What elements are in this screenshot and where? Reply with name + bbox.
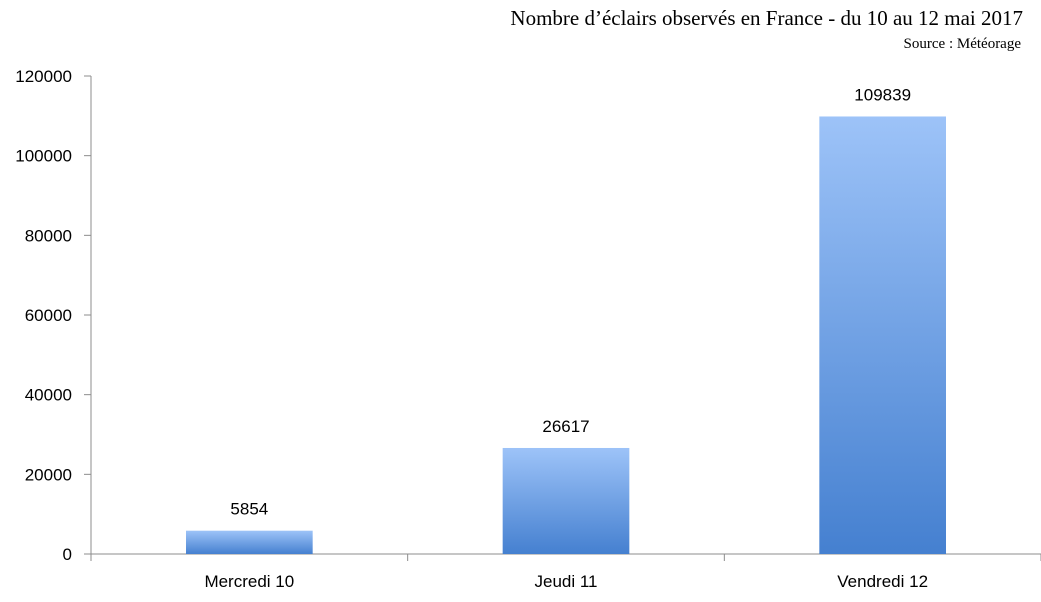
x-tick-label: Vendredi 12 (837, 572, 928, 591)
y-tick-label: 80000 (25, 226, 72, 245)
bar (819, 116, 946, 555)
chart-source: Source : Météorage (903, 36, 1021, 52)
bar (502, 447, 630, 554)
x-tick-label: Jeudi 11 (534, 572, 597, 591)
data-label: 109839 (854, 85, 911, 104)
y-tick-label: 40000 (25, 386, 72, 405)
y-tick-label: 120000 (15, 67, 72, 86)
data-label: 26617 (542, 417, 589, 436)
labels: 0 20000 40000 60000 80000 100000 120000 5854 Mer… (15, 67, 928, 591)
x-tick-label: Mercredi 10 (204, 572, 294, 591)
y-tick-label: 60000 (25, 306, 72, 325)
bar (186, 530, 313, 554)
data-label: 5854 (230, 500, 268, 519)
y-tick-label: 20000 (25, 465, 72, 484)
y-tick-label: 0 (63, 545, 72, 564)
bars (186, 116, 946, 555)
chart-title: Nombre d’éclairs observés en France - du… (510, 6, 1023, 30)
y-tick-label: 100000 (15, 147, 72, 166)
